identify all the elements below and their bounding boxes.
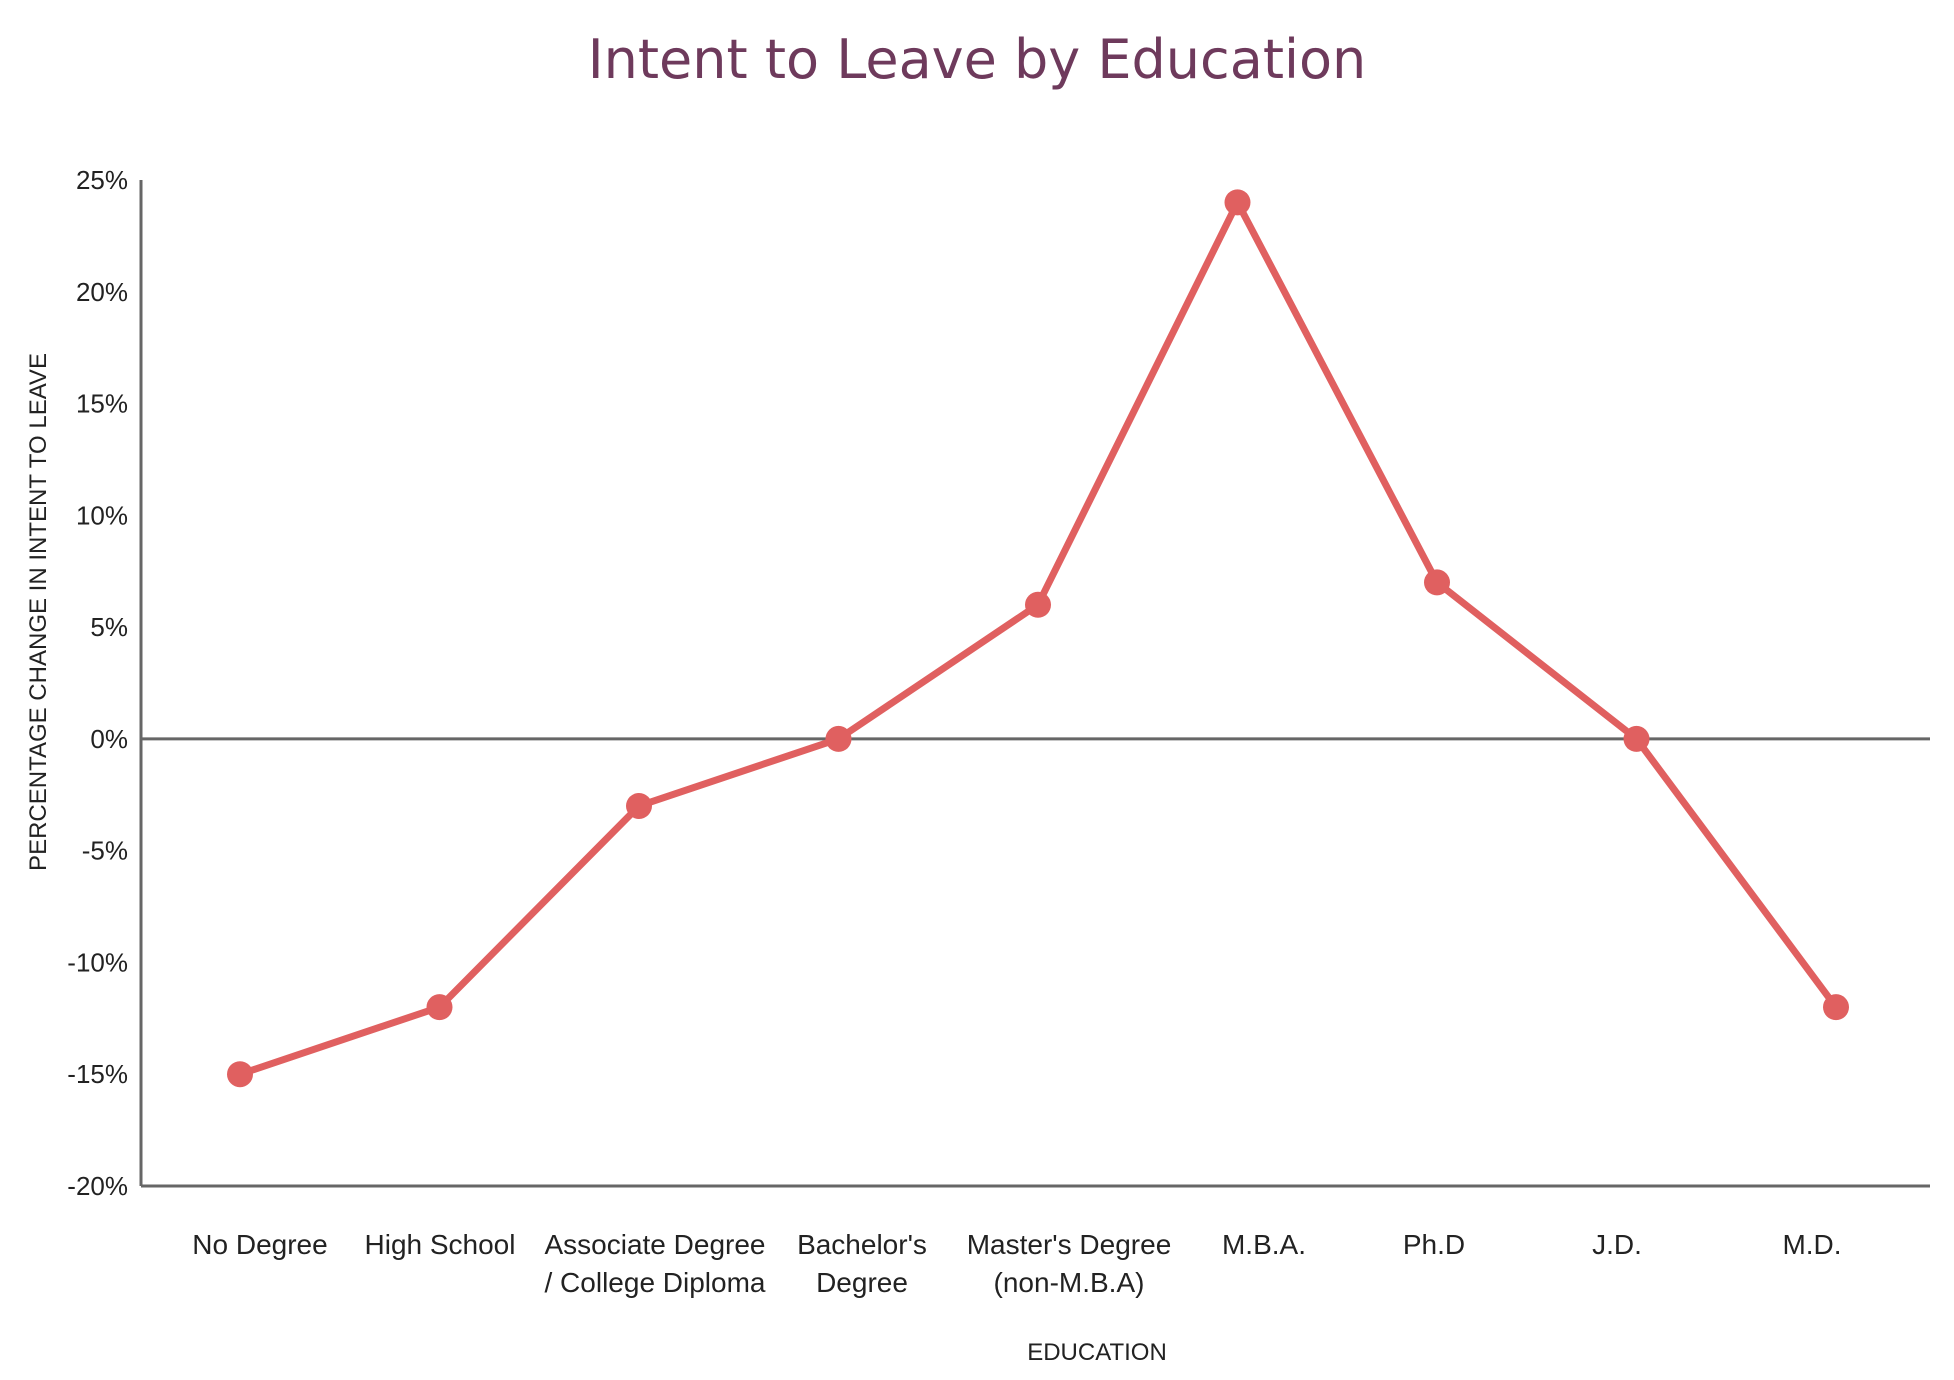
y-tick-label: 20% (76, 277, 128, 307)
x-tick-label: High School (365, 1229, 516, 1260)
series (227, 189, 1849, 1088)
data-point (1623, 725, 1650, 752)
y-axis-title: PERCENTAGE CHANGE IN INTENT TO LEAVE (25, 353, 52, 871)
y-tick-label: -10% (67, 947, 128, 977)
x-tick-label: Ph.D (1403, 1229, 1465, 1260)
x-tick-label: No Degree (192, 1229, 327, 1260)
x-tick-labels: No Degree High School Associate Degree / Co… (192, 1229, 1841, 1298)
y-tick-label: 0% (90, 724, 128, 754)
y-tick-label: 15% (76, 389, 128, 419)
y-tick-label: 5% (90, 612, 128, 642)
x-axis-title: EDUCATION (1027, 1339, 1167, 1366)
x-tick-label: Associate Degree / College Diploma (544, 1229, 765, 1298)
y-tick-label: -5% (82, 836, 128, 866)
data-point (825, 725, 852, 752)
y-tick-label: -20% (67, 1171, 128, 1201)
data-point (227, 1061, 253, 1088)
y-tick-labels: 25% 20% 15% 10% 5% 0% -5% -10% -15% -20% (67, 165, 128, 1201)
x-tick-label: Master's Degree (non-M.B.A) (967, 1229, 1172, 1298)
axes (139, 180, 1930, 1188)
data-point (1424, 569, 1450, 596)
x-tick-label: M.B.A. (1222, 1229, 1306, 1260)
data-point (426, 994, 453, 1021)
data-point (1025, 591, 1051, 618)
data-point (1823, 994, 1849, 1021)
x-tick-label: Bachelor's Degree (797, 1229, 927, 1298)
y-tick-label: 25% (76, 165, 128, 195)
data-point (626, 792, 652, 819)
x-tick-label: M.D. (1782, 1229, 1841, 1260)
y-tick-label: 10% (76, 500, 128, 530)
data-point (1224, 189, 1251, 216)
y-tick-label: -15% (67, 1059, 128, 1089)
chart-title: Intent to Leave by Education (587, 28, 1367, 91)
series-line (236, 198, 1840, 1078)
x-tick-label: J.D. (1592, 1229, 1642, 1260)
